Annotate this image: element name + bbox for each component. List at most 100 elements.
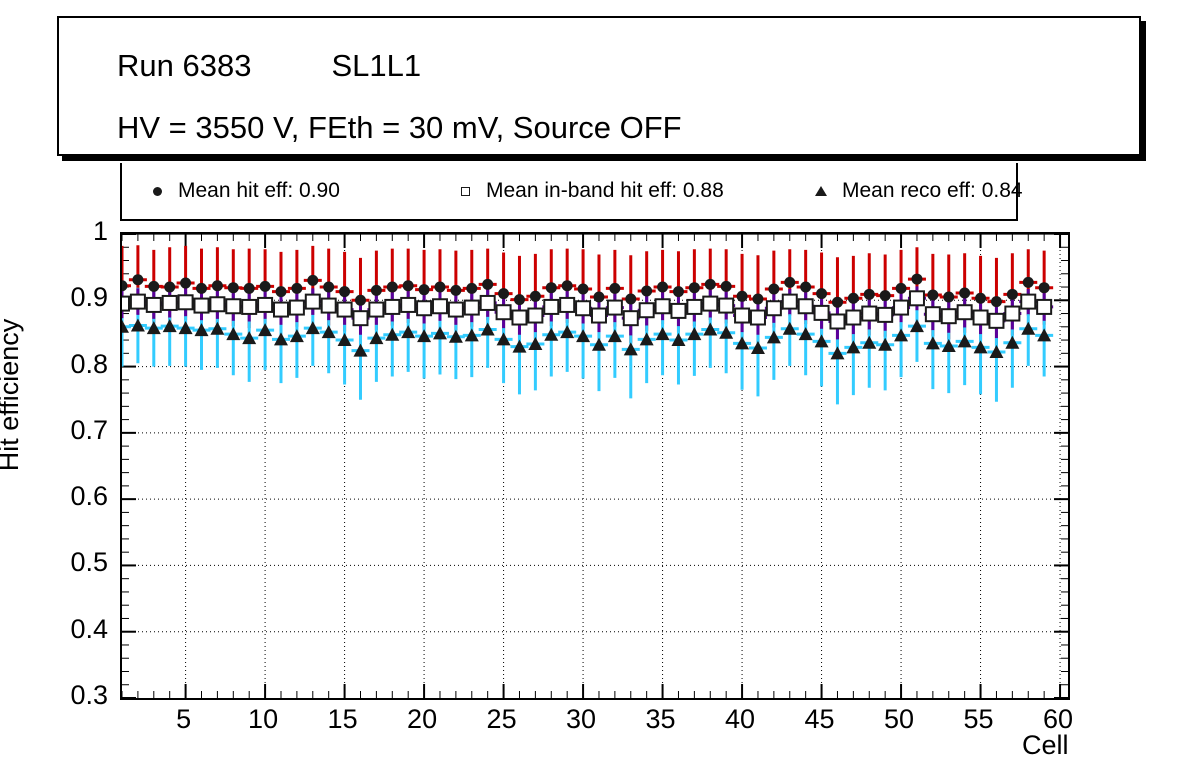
marker-open-square	[495, 304, 512, 321]
x-tick-label: 20	[407, 704, 438, 734]
marker-open-square	[352, 310, 369, 327]
marker-filled-circle	[307, 274, 319, 286]
marker-filled-circle	[975, 292, 987, 304]
marker-open-square	[336, 301, 353, 318]
marker-filled-circle	[482, 278, 494, 290]
marker-open-square	[670, 302, 687, 319]
marker-open-square	[161, 294, 178, 311]
marker-filled-triangle	[735, 336, 750, 350]
marker-filled-triangle	[528, 337, 543, 351]
marker-filled-triangle	[289, 329, 304, 343]
marker-filled-circle	[990, 296, 1002, 308]
marker-filled-circle	[593, 291, 605, 303]
marker-filled-circle	[418, 284, 430, 296]
marker-filled-triangle	[337, 333, 352, 347]
marker-filled-circle	[895, 282, 907, 294]
marker-filled-circle	[800, 281, 812, 293]
marker-open-square	[527, 307, 544, 324]
marker-filled-triangle	[544, 327, 559, 341]
marker-open-square	[702, 295, 719, 312]
x-tick-label: 5	[176, 704, 192, 734]
marker-open-square	[241, 298, 258, 315]
marker-filled-triangle	[798, 327, 813, 341]
x-tick-label: 60	[1043, 704, 1074, 734]
plot-canvas	[122, 234, 1068, 698]
marker-filled-triangle	[750, 341, 765, 355]
marker-open-square	[272, 301, 289, 318]
marker-open-square	[559, 296, 576, 313]
marker-filled-triangle	[862, 335, 877, 349]
marker-filled-circle	[323, 281, 335, 293]
marker-filled-circle	[736, 290, 748, 302]
marker-filled-circle	[227, 282, 239, 294]
y-tick-label: 0.4	[70, 613, 108, 644]
marker-filled-triangle	[162, 319, 177, 333]
markers-2	[122, 318, 1052, 360]
marker-open-square	[988, 312, 1005, 329]
marker-filled-circle	[243, 282, 255, 294]
marker-open-square	[845, 309, 862, 326]
marker-filled-triangle	[321, 325, 336, 339]
marker-open-square	[861, 305, 878, 322]
marker-filled-triangle	[226, 327, 241, 341]
x-tick-label: 55	[963, 704, 994, 734]
title-run-label: Run 6383	[117, 48, 252, 83]
marker-filled-triangle	[814, 334, 829, 348]
marker-open-square	[225, 298, 242, 315]
y-tick-label: 1	[92, 216, 108, 246]
marker-open-square	[749, 309, 766, 326]
marker-filled-triangle	[782, 321, 797, 335]
marker-filled-triangle	[878, 337, 893, 351]
marker-filled-circle	[847, 292, 859, 304]
marker-open-square	[908, 290, 925, 307]
marker-filled-triangle	[1005, 335, 1020, 349]
marker-filled-circle	[195, 282, 207, 294]
marker-filled-triangle	[258, 323, 273, 337]
marker-open-square	[416, 300, 433, 317]
marker-open-square	[400, 296, 417, 313]
marker-filled-circle	[122, 280, 128, 292]
marker-filled-triangle	[591, 337, 606, 351]
marker-filled-triangle	[448, 329, 463, 343]
x-tick-label: 30	[566, 704, 597, 734]
marker-filled-circle	[704, 278, 716, 290]
marker-filled-triangle	[925, 336, 940, 350]
marker-open-square	[765, 300, 782, 317]
marker-open-square	[924, 306, 941, 323]
marker-filled-triangle	[464, 328, 479, 342]
legend-label-hit-eff: Mean hit eff: 0.90	[178, 179, 340, 202]
marker-open-square	[813, 304, 830, 321]
marker-filled-triangle	[512, 339, 527, 353]
marker-filled-circle	[545, 282, 557, 294]
marker-filled-triangle	[385, 327, 400, 341]
marker-filled-triangle	[607, 329, 622, 343]
marker-open-square	[257, 296, 274, 313]
marker-filled-triangle	[894, 328, 909, 342]
marker-open-square	[972, 309, 989, 326]
marker-open-square	[384, 298, 401, 315]
marker-filled-circle	[959, 287, 971, 299]
marker-open-square	[479, 294, 496, 311]
marker-open-square	[447, 301, 464, 318]
marker-filled-triangle	[830, 346, 845, 360]
marker-filled-circle	[784, 276, 796, 288]
marker-open-square	[431, 298, 448, 315]
marker-filled-circle	[641, 285, 653, 297]
gridlines	[122, 234, 1068, 698]
y-tick-label: 0.5	[70, 547, 108, 578]
marker-filled-circle	[354, 294, 366, 306]
marker-open-square	[122, 295, 130, 312]
marker-open-square	[463, 299, 480, 316]
marker-filled-circle	[132, 274, 144, 286]
marker-filled-triangle	[576, 329, 591, 343]
marker-filled-circle	[768, 283, 780, 295]
legend-box: Mean hit eff: 0.90 Mean in-band hit eff:…	[120, 163, 1023, 221]
x-axis-title: Cell	[1022, 730, 1069, 760]
marker-open-square	[781, 293, 798, 310]
marker-filled-circle	[831, 296, 843, 308]
marker-open-square	[129, 293, 146, 310]
marker-filled-circle	[148, 280, 160, 292]
marker-filled-triangle	[146, 321, 161, 335]
marker-filled-triangle	[941, 339, 956, 353]
marker-open-square	[718, 297, 735, 314]
